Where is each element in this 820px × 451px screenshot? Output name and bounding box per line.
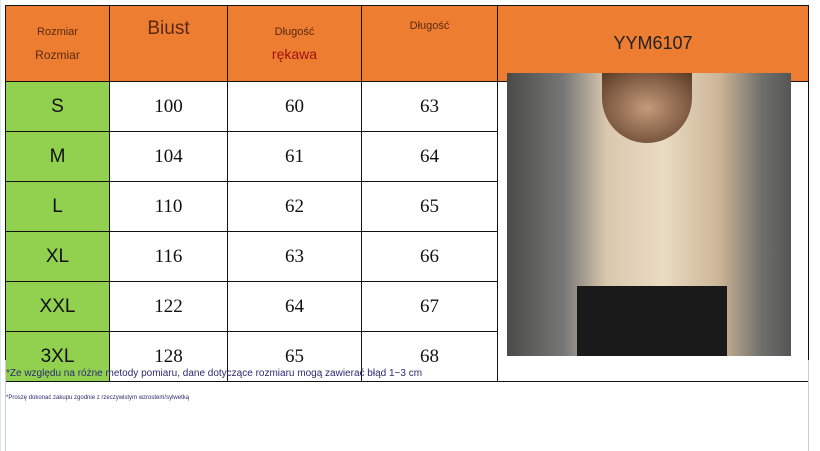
length-cell: 63 [361, 81, 498, 132]
header-label: Długość [274, 25, 315, 38]
header-length: Długość [361, 5, 498, 82]
header-label: Rozmiar [37, 25, 78, 38]
size-cell: 3XL [5, 331, 110, 382]
header-size: Rozmiar Rozmiar [5, 5, 110, 82]
size-cell: XXL [5, 281, 110, 332]
table-row: L 110 62 65 [5, 181, 809, 232]
bust-cell: 122 [109, 281, 228, 332]
length-cell: 68 [361, 331, 498, 382]
sleeve-cell: 61 [227, 131, 362, 182]
bust-cell: 128 [109, 331, 228, 382]
header-sleeve: Długość rękawa [227, 5, 362, 82]
sleeve-cell: 63 [227, 231, 362, 282]
header-bust: Biust [109, 5, 228, 82]
bust-cell: 104 [109, 131, 228, 182]
table-row: 3XL 128 65 68 [5, 331, 809, 382]
sleeve-cell: 60 [227, 81, 362, 132]
skirt [577, 286, 727, 356]
model-head [602, 73, 692, 143]
divider [808, 360, 809, 451]
size-chart-table: Rozmiar Rozmiar Biust Długość rękawa Długo… [5, 5, 809, 382]
length-cell: 67 [361, 281, 498, 332]
size-cell: XL [5, 231, 110, 282]
sleeve-cell: 64 [227, 281, 362, 332]
product-photo [507, 73, 791, 356]
size-cell: M [5, 131, 110, 182]
divider [5, 360, 6, 451]
bust-cell: 110 [109, 181, 228, 232]
size-cell: L [5, 181, 110, 232]
bust-cell: 100 [109, 81, 228, 132]
table-row: XL 116 63 66 [5, 231, 809, 282]
header-label: Długość [409, 20, 450, 32]
header-label: Rozmiar [35, 47, 80, 62]
header-label: Biust [147, 18, 190, 39]
purchase-note: *Proszę dokonać zakupu zgodnie z rzeczyw… [6, 395, 190, 401]
measurement-note: *Ze względu na różne metody pomiaru, dan… [6, 368, 423, 379]
model-code: YYM6107 [497, 5, 809, 82]
length-cell: 66 [361, 231, 498, 282]
sleeve-cell: 62 [227, 181, 362, 232]
table-row: M 104 61 64 [5, 131, 809, 182]
bust-cell: 116 [109, 231, 228, 282]
size-cell: S [5, 81, 110, 132]
length-cell: 65 [361, 181, 498, 232]
length-cell: 64 [361, 131, 498, 182]
header-label: rękawa [271, 45, 318, 62]
table-row: XXL 122 64 67 [5, 281, 809, 332]
